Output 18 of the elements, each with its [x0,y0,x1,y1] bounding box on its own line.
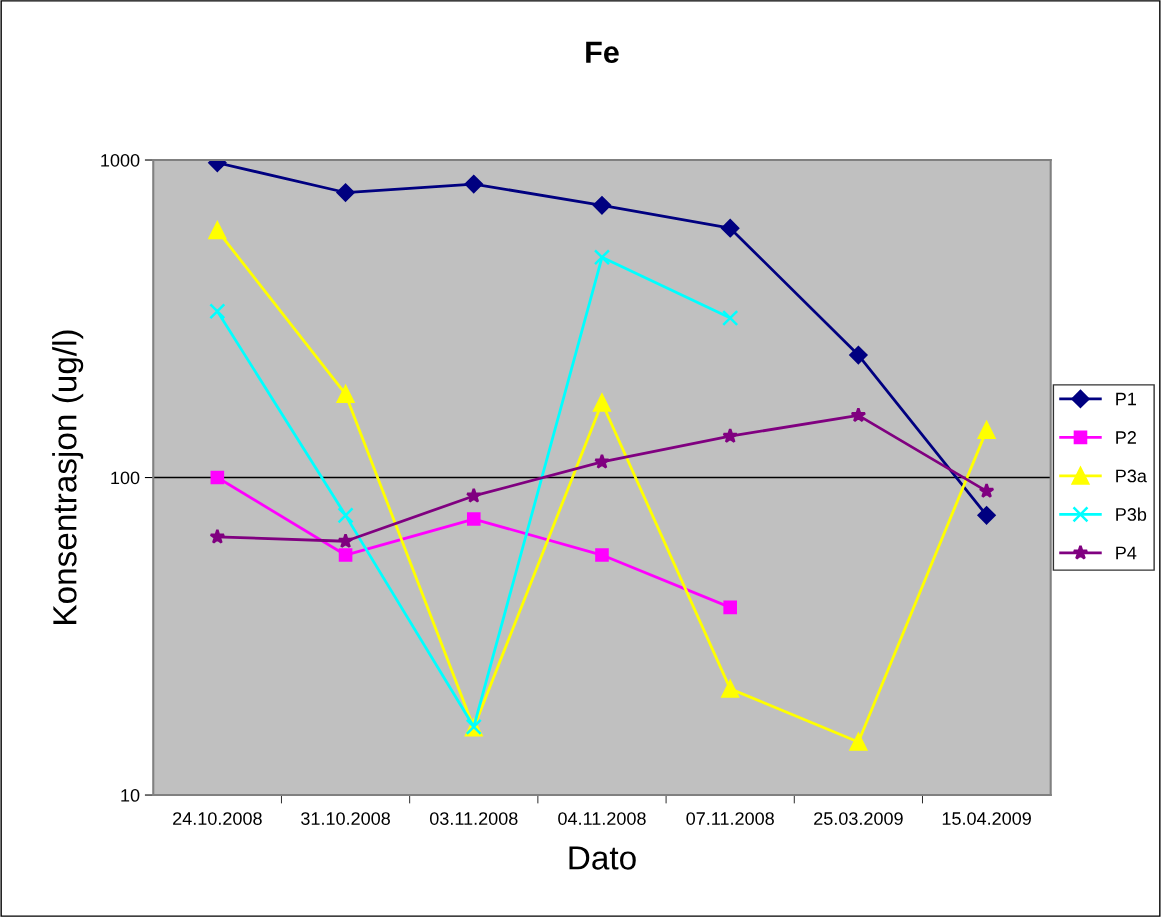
legend-label: P4 [1116,546,1137,560]
x-tick-label: 03.11.2008 [429,812,518,825]
legend-label: P1 [1116,392,1136,406]
x-tick-label: 31.10.2008 [301,812,390,825]
x-tick-label: 25.03.2009 [814,812,903,825]
x-tick-label: 15.04.2009 [942,812,1031,825]
x-tick-label: 24.10.2008 [173,812,262,825]
y-axis-title: Konsentrasjon (ug/l) [52,330,84,624]
legend-label: P3a [1116,469,1147,483]
legend-label: P3b [1116,507,1147,521]
legend-label: P2 [1116,431,1136,444]
chart-title: Fe [586,41,619,64]
x-tick-label: 04.11.2008 [558,812,646,825]
x-axis-title: Dato [569,846,636,870]
x-tick-label: 07.11.2008 [686,812,774,825]
y-tick-label: 100 [111,471,140,485]
y-tick-label: 10 [121,788,140,802]
y-tick-label: 1000 [101,153,140,167]
